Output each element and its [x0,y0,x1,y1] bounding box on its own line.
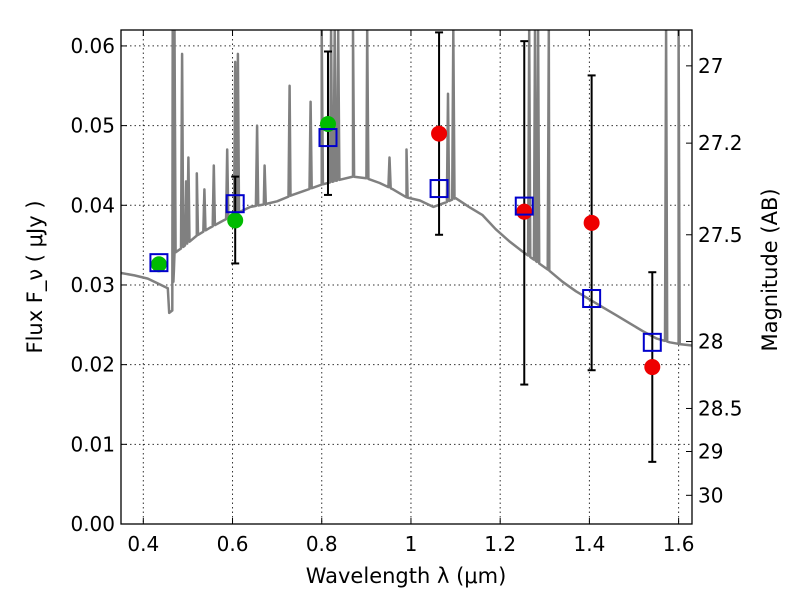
right-tick-label: 29 [698,439,723,463]
red-detection-point [516,203,533,220]
model-photometry-square [642,332,662,352]
x-tick-label: 1.4 [573,532,605,556]
red-detection-point [583,214,600,231]
y-tick-label: 0.03 [70,273,115,297]
right-tick-label: 27.2 [698,131,743,155]
y-tick-label: 0.04 [70,193,115,217]
y-tick-label: 0.02 [70,353,115,377]
green-detection-point [319,116,336,133]
green-detection-point [150,256,167,273]
model-photometry-square [149,253,169,273]
red-detection-point [431,125,448,142]
model-photometry-square [582,289,602,309]
model-spectrum-line [121,30,692,347]
right-tick-label: 28.5 [698,396,743,420]
right-tick-label: 30 [698,483,723,507]
y-axis-label: Flux F_ν ( μJy ) [23,200,48,353]
axis-ticks: 0.4 0.6 0.8 1 1.2 1.4 1.6 0.00 0.01 0.02 0.03 0.04 0… [70,30,743,556]
model-photometry-square [429,179,449,199]
x-tick-label: 0.4 [127,532,159,556]
x-axis-label: Wavelength λ (μm) [306,564,507,588]
model-photometry-square [514,196,534,216]
x-tick-label: 1.2 [484,532,516,556]
x-tick-label: 1 [405,532,418,556]
y-tick-label: 0.05 [70,114,115,138]
spectrum-layer [121,30,692,347]
x-tick-label: 0.8 [306,532,338,556]
plot-frame [120,29,693,525]
right-tick-label: 28 [698,330,723,354]
model-photometry-square [318,128,338,148]
y-tick-label: 0.00 [70,512,115,536]
red-detection-point [644,359,661,376]
right-tick-label: 27 [698,54,723,78]
green-detection-point [227,212,244,229]
points-layer [149,116,662,376]
model-photometry-square [225,194,245,214]
right-axis-label: Magnitude (AB) [758,188,782,351]
x-tick-label: 1.6 [663,532,695,556]
x-tick-label: 0.6 [217,532,249,556]
y-tick-label: 0.01 [70,432,115,456]
right-tick-label: 27.5 [698,223,743,247]
y-tick-label: 0.06 [70,34,115,58]
